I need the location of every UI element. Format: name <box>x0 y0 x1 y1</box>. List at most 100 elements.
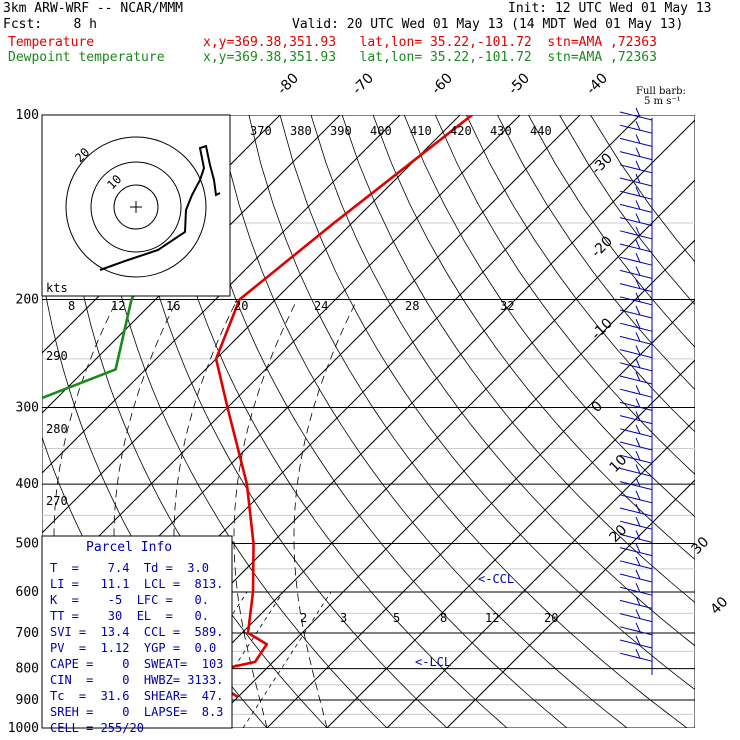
wind-barb <box>619 652 653 662</box>
theta-label: 390 <box>330 124 352 138</box>
isotherm-line <box>42 115 341 414</box>
isotherm-label: 10 <box>607 452 631 476</box>
wind-barb <box>619 533 653 543</box>
isotherm-label: 30 <box>689 534 713 558</box>
parcel-row-4: SVI = 13.4 CCL = 589. <box>50 625 224 639</box>
isotherm-line <box>42 115 401 474</box>
parcel-row-2: K = -5 LFC = 0. <box>50 593 209 607</box>
wind-barb-flag <box>635 398 641 408</box>
wind-barb <box>619 217 653 227</box>
parcel-row-0: T = 7.4 Td = 3.0 <box>50 561 209 575</box>
dry-adiabat <box>341 115 695 604</box>
wind-barb-flag <box>635 213 641 223</box>
wind-barb-flag <box>635 226 641 237</box>
dry-adiabat <box>434 115 695 475</box>
dry-adiabat <box>248 115 688 728</box>
isotherm-line <box>386 419 695 728</box>
wind-barb <box>619 177 653 187</box>
wind-barb <box>619 401 653 411</box>
parcel-row-7: CIN = 0 HWBZ= 3133. <box>50 673 224 687</box>
hodograph-speed-label: 24 <box>314 299 328 313</box>
mixing-ratio-label: 12 <box>485 611 499 625</box>
theta-label: 370 <box>250 124 272 138</box>
wind-barb <box>619 256 653 266</box>
wind-barb-flag <box>635 345 641 355</box>
wind-barb <box>619 203 653 213</box>
dry-adiabat <box>279 115 695 691</box>
hodograph-trace <box>99 144 221 271</box>
isotherm-label: -80 <box>275 70 302 97</box>
wind-barb <box>619 441 653 451</box>
hodograph-ring <box>65 136 207 278</box>
hodograph-speed-label: 28 <box>405 299 419 313</box>
wind-barb-flag <box>635 371 641 382</box>
wind-barb-flag <box>635 530 641 540</box>
wind-barb <box>619 335 653 345</box>
wind-barb <box>619 283 653 293</box>
wind-barb-flag <box>635 305 641 316</box>
dry-adiabat <box>559 115 695 306</box>
wind-barb <box>619 124 653 134</box>
wind-barb-flag <box>635 648 641 659</box>
wind-barb-flag <box>635 160 641 171</box>
hodograph-ring <box>90 161 182 253</box>
wind-barb-flag <box>635 556 641 567</box>
isotherm-label: -40 <box>584 70 611 97</box>
wind-barb-flag <box>635 239 641 250</box>
theta-label: 420 <box>450 124 472 138</box>
wind-barb <box>619 349 653 359</box>
isotherm-label: 40 <box>708 594 732 618</box>
wind-barb-flag <box>635 424 641 435</box>
temperature-legend-label: Temperature <box>8 35 95 50</box>
wind-barb <box>619 415 653 425</box>
wind-barb-flag <box>635 358 641 369</box>
parcel-info-title: Parcel Info <box>86 540 173 555</box>
wind-barb-flag <box>635 332 641 342</box>
wind-barb-flag <box>635 134 641 144</box>
wind-barb-flag <box>635 437 641 448</box>
temperature-location-info: x,y=369.38,351.93 lat,lon= 35.22,-101.72… <box>203 35 657 50</box>
wind-barb-flag <box>635 173 641 184</box>
barb-legend-line2: 5 m s⁻¹ <box>644 96 681 107</box>
isotherm-label: -30 <box>589 150 616 177</box>
hodograph-speed-label: 32 <box>500 299 514 313</box>
wind-barb-flag <box>635 200 641 210</box>
wind-barb <box>619 111 653 121</box>
wind-barb-flag <box>635 318 641 329</box>
wind-barb <box>619 322 653 332</box>
wind-barb-flag <box>635 450 641 461</box>
forecast-hour: Fcst: 8 h <box>3 17 97 32</box>
hodograph-unit-label: kts <box>46 281 68 295</box>
theta-label: 440 <box>530 124 552 138</box>
wind-barb-flag <box>635 596 641 606</box>
dry-adiabat <box>590 115 695 263</box>
wind-barb-flag <box>635 279 641 289</box>
mixing-ratio-line <box>242 591 332 728</box>
wind-barb <box>619 573 653 583</box>
isotherm-line <box>206 239 695 728</box>
theta-label: 400 <box>370 124 392 138</box>
wind-barb <box>619 190 653 200</box>
wind-barb-flag <box>635 543 641 553</box>
wind-barb <box>619 481 653 491</box>
dry-adiabat <box>124 115 448 728</box>
wind-barb <box>619 547 653 557</box>
wind-barb <box>619 230 653 240</box>
wind-barb <box>619 599 653 609</box>
wind-barb-flag <box>635 186 641 197</box>
theta-label: 430 <box>490 124 512 138</box>
dry-adiabat <box>310 115 695 647</box>
dry-adiabat <box>497 115 695 391</box>
wind-barb <box>619 626 653 636</box>
dry-adiabat <box>155 115 508 728</box>
pressure-label: 1000 <box>8 721 39 736</box>
wind-barb <box>619 151 653 161</box>
isotherm-label: -60 <box>429 70 456 97</box>
wind-barb-flag <box>635 464 641 474</box>
wind-barb <box>619 454 653 464</box>
parcel-row-1: LI = 11.1 LCL = 813. <box>50 577 224 591</box>
wind-barb-flag <box>635 622 641 633</box>
hodograph-speed-label: 12 <box>111 299 125 313</box>
